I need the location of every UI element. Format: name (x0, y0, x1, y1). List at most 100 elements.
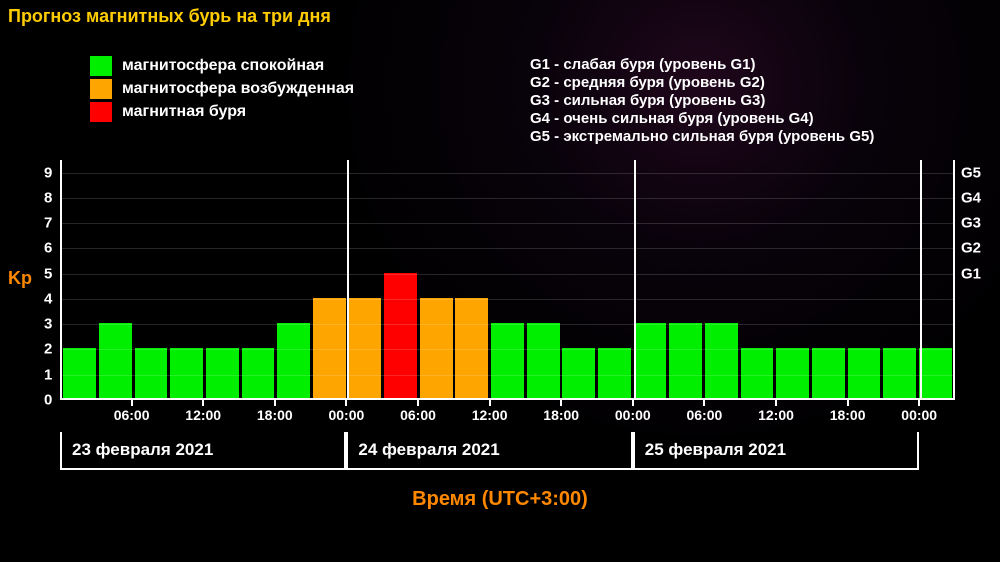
bar (919, 348, 952, 398)
y-tick: 3 (44, 316, 52, 333)
chart-area: 0123456789G1G2G3G4G5 (60, 160, 955, 400)
y-tick: 2 (44, 341, 52, 358)
x-tick-mark (918, 400, 920, 406)
grid-line (62, 198, 953, 199)
bar-slot (668, 160, 704, 398)
g-scale-line: G5 - экстремально сильная буря (уровень … (530, 128, 874, 146)
bar-slot (240, 160, 276, 398)
bar (669, 323, 702, 398)
x-tick-mark (632, 400, 634, 406)
x-tick-mark (489, 400, 491, 406)
bar-slot (205, 160, 241, 398)
legend-item: магнитная буря (90, 102, 354, 122)
g-scale-line: G2 - средняя буря (уровень G2) (530, 74, 874, 92)
bar (741, 348, 774, 398)
bar-slot (347, 160, 383, 398)
bar (562, 348, 595, 398)
grid-line (62, 299, 953, 300)
g-level-label: G5 (961, 164, 981, 181)
bar (135, 348, 168, 398)
bar (277, 323, 310, 398)
bar-slot (525, 160, 561, 398)
bar-slot (133, 160, 169, 398)
x-axis-title: Время (UTC+3:00) (0, 488, 1000, 511)
day-label: 24 февраля 2021 (358, 440, 499, 460)
day-box: 25 февраля 2021 (633, 432, 919, 470)
bar (63, 348, 96, 398)
x-tick-mark (560, 400, 562, 406)
x-tick-label: 00:00 (328, 407, 364, 423)
y-tick: 0 (44, 392, 52, 409)
bar (420, 298, 453, 398)
x-tick-label: 00:00 (615, 407, 651, 423)
y-tick: 8 (44, 189, 52, 206)
day-labels: 23 февраля 2021 24 февраля 2021 25 февраля… (60, 432, 955, 472)
bar (349, 298, 382, 398)
page-title: Прогноз магнитных бурь на три дня (8, 6, 331, 27)
bar (206, 348, 239, 398)
day-box: 23 февраля 2021 (60, 432, 346, 470)
legend-label: магнитная буря (122, 103, 246, 121)
bar (705, 323, 738, 398)
day-label: 25 февраля 2021 (645, 440, 786, 460)
day-separator (347, 160, 349, 398)
x-tick-mark (703, 400, 705, 406)
x-tick-label: 18:00 (543, 407, 579, 423)
legend-item: магнитосфера возбужденная (90, 79, 354, 99)
legend-swatch (90, 102, 112, 122)
bar (455, 298, 488, 398)
x-tick-label: 12:00 (185, 407, 221, 423)
grid-line (62, 173, 953, 174)
legend-status: магнитосфера спокойная магнитосфера возбу… (90, 56, 354, 125)
y-tick: 6 (44, 240, 52, 257)
bar-slot (882, 160, 918, 398)
g-level-label: G1 (961, 265, 981, 282)
bar (99, 323, 132, 398)
grid-line (62, 324, 953, 325)
bar-slot (490, 160, 526, 398)
day-label: 23 февраля 2021 (72, 440, 213, 460)
day-separator (634, 160, 636, 398)
bar (883, 348, 916, 398)
bar (170, 348, 203, 398)
grid-line (62, 223, 953, 224)
bar-slot (704, 160, 740, 398)
x-tick-label: 12:00 (758, 407, 794, 423)
bar-slot (917, 160, 953, 398)
bar (242, 348, 275, 398)
grid-line (62, 375, 953, 376)
legend-item: магнитосфера спокойная (90, 56, 354, 76)
y-axis-title: Kp (8, 268, 32, 289)
bar-slot (383, 160, 419, 398)
x-tick-label: 00:00 (901, 407, 937, 423)
g-level-label: G3 (961, 215, 981, 232)
bar-slot (311, 160, 347, 398)
bar-slot (98, 160, 134, 398)
x-tick-mark (775, 400, 777, 406)
bar-slot (454, 160, 490, 398)
x-tick-label: 06:00 (114, 407, 150, 423)
x-tick-mark (202, 400, 204, 406)
x-tick-mark (847, 400, 849, 406)
y-tick: 5 (44, 265, 52, 282)
g-scale-line: G3 - сильная буря (уровень G3) (530, 92, 874, 110)
bar (491, 323, 524, 398)
bar-slot (561, 160, 597, 398)
y-tick: 1 (44, 366, 52, 383)
bar (812, 348, 845, 398)
x-tick-label: 06:00 (686, 407, 722, 423)
legend-g-scale: G1 - слабая буря (уровень G1)G2 - средня… (530, 56, 874, 146)
x-tick-label: 18:00 (257, 407, 293, 423)
bar-slot (597, 160, 633, 398)
legend-swatch (90, 79, 112, 99)
bar (848, 348, 881, 398)
legend-swatch (90, 56, 112, 76)
x-tick-label: 18:00 (830, 407, 866, 423)
bar-slot (810, 160, 846, 398)
x-tick-label: 06:00 (400, 407, 436, 423)
grid-line (62, 248, 953, 249)
x-tick-mark (417, 400, 419, 406)
bar (776, 348, 809, 398)
g-scale-line: G1 - слабая буря (уровень G1) (530, 56, 874, 74)
bar (598, 348, 631, 398)
